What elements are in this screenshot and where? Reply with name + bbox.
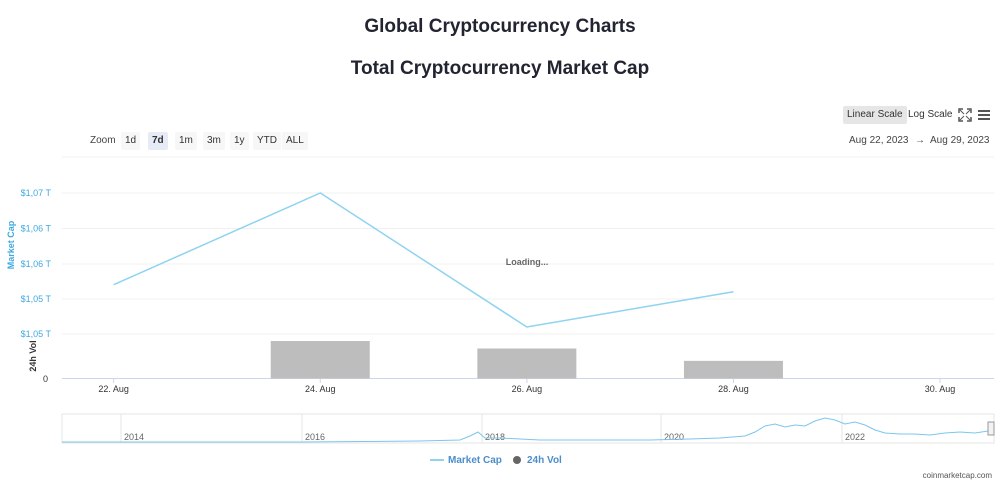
x-tick-label: 30. Aug bbox=[925, 384, 956, 394]
loading-text: Loading... bbox=[506, 257, 549, 267]
volume-bar bbox=[270, 341, 370, 379]
zoom-label: Zoom bbox=[90, 135, 116, 146]
range-arrow: → bbox=[915, 135, 925, 146]
range-to-input[interactable]: Aug 29, 2023 bbox=[930, 135, 990, 146]
y-tick-label: $1,05 T bbox=[21, 294, 52, 304]
volume-bar bbox=[477, 348, 577, 379]
navigator-series bbox=[62, 417, 989, 443]
x-tick-label: 28. Aug bbox=[718, 384, 749, 394]
y-tick-label: $1,07 T bbox=[21, 188, 52, 198]
navigator[interactable]: 2014 2016 2018 2020 2022 bbox=[61, 413, 995, 444]
navigator-year-label: 2018 bbox=[485, 432, 505, 442]
navigator-frame bbox=[61, 413, 995, 444]
legend-vol[interactable]: 24h Vol bbox=[513, 452, 562, 470]
navigator-year-label: 2020 bbox=[664, 432, 684, 442]
navigator-year-label: 2014 bbox=[124, 432, 144, 442]
market-cap-series bbox=[113, 192, 734, 328]
zoom-button-7d[interactable]: 7d bbox=[148, 132, 168, 150]
volume-bars bbox=[270, 341, 783, 379]
legend-market-cap[interactable]: Market Cap bbox=[430, 452, 502, 470]
zoom-button-1d[interactable]: 1d bbox=[121, 132, 141, 150]
vol-tick-label: 0 bbox=[43, 374, 48, 384]
y-tick-label: $1,06 T bbox=[21, 224, 52, 234]
volume-bar bbox=[683, 360, 783, 379]
zoom-button-3m[interactable]: 3m bbox=[203, 132, 225, 150]
navigator-handle[interactable] bbox=[987, 421, 995, 436]
x-tick-label: 24. Aug bbox=[305, 384, 336, 394]
grid-lines bbox=[62, 156, 994, 379]
y-axis-label-vol: 24h Vol bbox=[28, 340, 38, 371]
market-cap-line bbox=[113, 192, 734, 328]
axis-ticks: $1,07 T $1,06 T $1,06 T $1,05 T $1,05 T 0 22. … bbox=[21, 188, 956, 394]
log-scale-button[interactable]: Log Scale bbox=[908, 109, 953, 120]
x-tick-label: 26. Aug bbox=[512, 384, 543, 394]
credits-link[interactable]: coinmarketcap.com bbox=[922, 471, 992, 480]
y-axis-label-market-cap: Market Cap bbox=[6, 220, 16, 269]
legend-market-cap-label: Market Cap bbox=[448, 455, 502, 466]
y-tick-label: $1,06 T bbox=[21, 259, 52, 269]
x-tick-label: 22. Aug bbox=[98, 384, 129, 394]
page-title: Global Cryptocurrency Charts bbox=[364, 16, 636, 37]
chart-title: Total Cryptocurrency Market Cap bbox=[350, 58, 650, 79]
zoom-button-1m[interactable]: 1m bbox=[175, 132, 197, 150]
zoom-button-1y[interactable]: 1y bbox=[230, 132, 249, 150]
zoom-button-ytd[interactable]: YTD bbox=[253, 132, 281, 150]
legend-vol-label: 24h Vol bbox=[527, 455, 562, 466]
navigator-year-label: 2016 bbox=[305, 432, 325, 442]
hamburger-menu-icon[interactable] bbox=[976, 107, 992, 123]
navigator-year-label: 2022 bbox=[845, 432, 865, 442]
fullscreen-icon[interactable] bbox=[957, 107, 973, 123]
legend-line-icon bbox=[430, 459, 444, 462]
range-from-input[interactable]: Aug 22, 2023 bbox=[849, 135, 909, 146]
zoom-button-all[interactable]: ALL bbox=[282, 132, 308, 150]
legend-dot-icon bbox=[513, 456, 521, 465]
y-tick-label: $1,05 T bbox=[21, 329, 52, 339]
linear-scale-button[interactable]: Linear Scale bbox=[843, 106, 907, 124]
